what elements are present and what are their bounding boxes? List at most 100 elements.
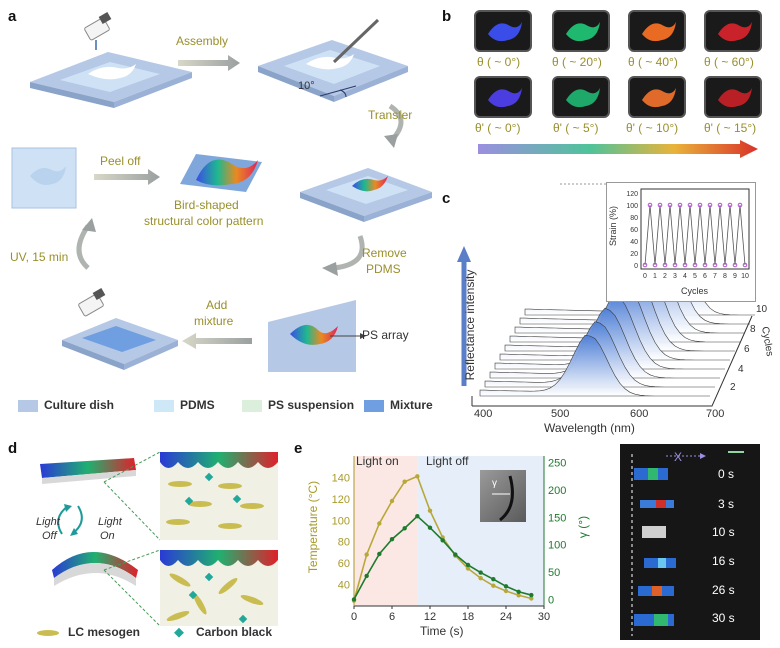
strain-point	[677, 202, 683, 208]
strain-point	[712, 262, 718, 268]
e-y2tick-label: 250	[548, 458, 566, 470]
strain-point	[737, 202, 743, 208]
panel-f-photo-strip	[620, 444, 760, 640]
tile-thetap-5	[552, 76, 610, 118]
e-ytick-label: 100	[332, 515, 350, 527]
e-xtick-label: 12	[424, 611, 436, 623]
e-data-point	[440, 538, 445, 543]
dish-ps-array	[268, 300, 366, 372]
cycle-tick-6: 6	[744, 344, 750, 355]
e-data-point	[377, 551, 382, 557]
arrow-assembly	[178, 55, 240, 71]
legend-swatch-pdms	[154, 400, 174, 412]
strain-point	[662, 262, 668, 268]
e-ytick-label: 140	[332, 472, 350, 484]
e-data-point	[364, 573, 369, 579]
arrow-remove-pdms	[333, 235, 365, 271]
strain-xtick: 8	[723, 273, 727, 280]
e-data-point	[478, 575, 483, 581]
panel-b-letter: b	[442, 8, 452, 25]
light-on-label: Light on	[356, 454, 399, 468]
strain-line	[644, 204, 746, 266]
temperature-ylabel: Temperature (°C)	[306, 480, 320, 574]
panel-a-letter: a	[8, 8, 17, 25]
dish-mixture	[62, 288, 178, 370]
strain-ytick: 20	[630, 251, 638, 258]
bird-caption-1: Bird-shaped	[174, 198, 239, 212]
caption-theta-0: θ ( ~ 0°)	[477, 55, 521, 69]
caption-thetap-15: θ' ( ~ 15°)	[704, 121, 757, 135]
e-data-point	[427, 525, 433, 530]
e-y2tick-label: 100	[548, 540, 566, 552]
strain-point	[642, 262, 648, 268]
strain-xtick: 6	[703, 273, 707, 280]
wl-tick-700: 700	[706, 408, 725, 420]
caption-theta-60: θ ( ~ 60°)	[704, 55, 754, 69]
e-xtick-label: 30	[538, 611, 550, 623]
legend-pdms: PDMS	[180, 398, 215, 412]
strain-xtick: 0	[643, 273, 647, 280]
light-off-label: Light off	[426, 454, 469, 468]
e-y2tick-label: 200	[548, 485, 566, 497]
strain-point	[687, 202, 693, 208]
e-data-point	[516, 589, 521, 594]
strain-xtick: 9	[733, 273, 737, 280]
e-data-point	[465, 566, 471, 571]
e-data-point	[402, 479, 407, 484]
arrow-peel-off	[94, 169, 160, 185]
tile-thetap-15	[704, 76, 762, 118]
strain-point	[647, 202, 653, 208]
temperature-gamma-chart: 0 6 12 18 24 30 40 60 80 100 120 140 0 50 100 150 200 250	[332, 456, 566, 623]
strain-point	[682, 262, 688, 268]
e-data-point	[415, 474, 420, 479]
e-data-point	[351, 597, 357, 602]
cycle-tick-10: 10	[756, 304, 768, 315]
strain-ytick: 100	[626, 203, 638, 210]
step-peel-off-label: Peel off	[100, 154, 141, 168]
strain-point	[742, 262, 748, 268]
e-xtick-label: 24	[500, 611, 512, 623]
strain-xtick: 1	[653, 273, 657, 280]
strain-ytick: 0	[634, 263, 638, 270]
e-y2tick-label: 50	[548, 567, 560, 579]
legend-swatch-ps-suspension	[242, 400, 262, 412]
strain-xtick: 5	[693, 273, 697, 280]
e-data-point	[516, 593, 521, 598]
caption-theta-40: θ ( ~ 40°)	[628, 55, 678, 69]
reflectance-ylabel: Reflectance intensity	[463, 269, 477, 381]
tile-theta-20	[552, 10, 610, 52]
e-y2tick-label: 0	[548, 594, 554, 606]
caption-thetap-5: θ' ( ~ 5°)	[553, 121, 599, 135]
f-time-16: 16 s	[712, 554, 735, 568]
arrow-uv	[76, 224, 91, 270]
strain-point	[652, 262, 658, 268]
legend-culture-dish: Culture dish	[44, 398, 115, 412]
f-time-0: 0 s	[718, 467, 735, 481]
e-ytick-label: 80	[338, 537, 350, 549]
dish-bird	[300, 168, 432, 222]
strain-point	[732, 262, 738, 268]
legend-carbon-black: Carbon black	[196, 625, 273, 639]
strain-point	[717, 202, 723, 208]
color-gradient-arrow	[478, 140, 758, 158]
e-data-point	[427, 508, 433, 513]
wl-tick-500: 500	[551, 408, 570, 420]
light-on-1: Light	[98, 516, 122, 528]
strain-ytick: 60	[630, 227, 638, 234]
strain-point	[727, 202, 733, 208]
e-data-point	[402, 526, 407, 531]
tile-thetap-10	[628, 76, 686, 118]
f-time-30: 30 s	[712, 611, 735, 625]
f-time-3: 3 s	[718, 497, 735, 511]
strain-xtick: 4	[683, 273, 687, 280]
e-y2tick-label: 150	[548, 512, 566, 524]
bending-inset-photo: γ	[480, 470, 526, 522]
vial-icon	[84, 12, 112, 50]
e-data-point	[478, 570, 483, 575]
cycle-tick-4: 4	[738, 364, 744, 375]
e-ytick-label: 40	[338, 580, 350, 592]
step-pdms-label: PDMS	[366, 262, 401, 276]
e-xtick-label: 18	[462, 611, 474, 623]
strain-point	[667, 202, 673, 208]
